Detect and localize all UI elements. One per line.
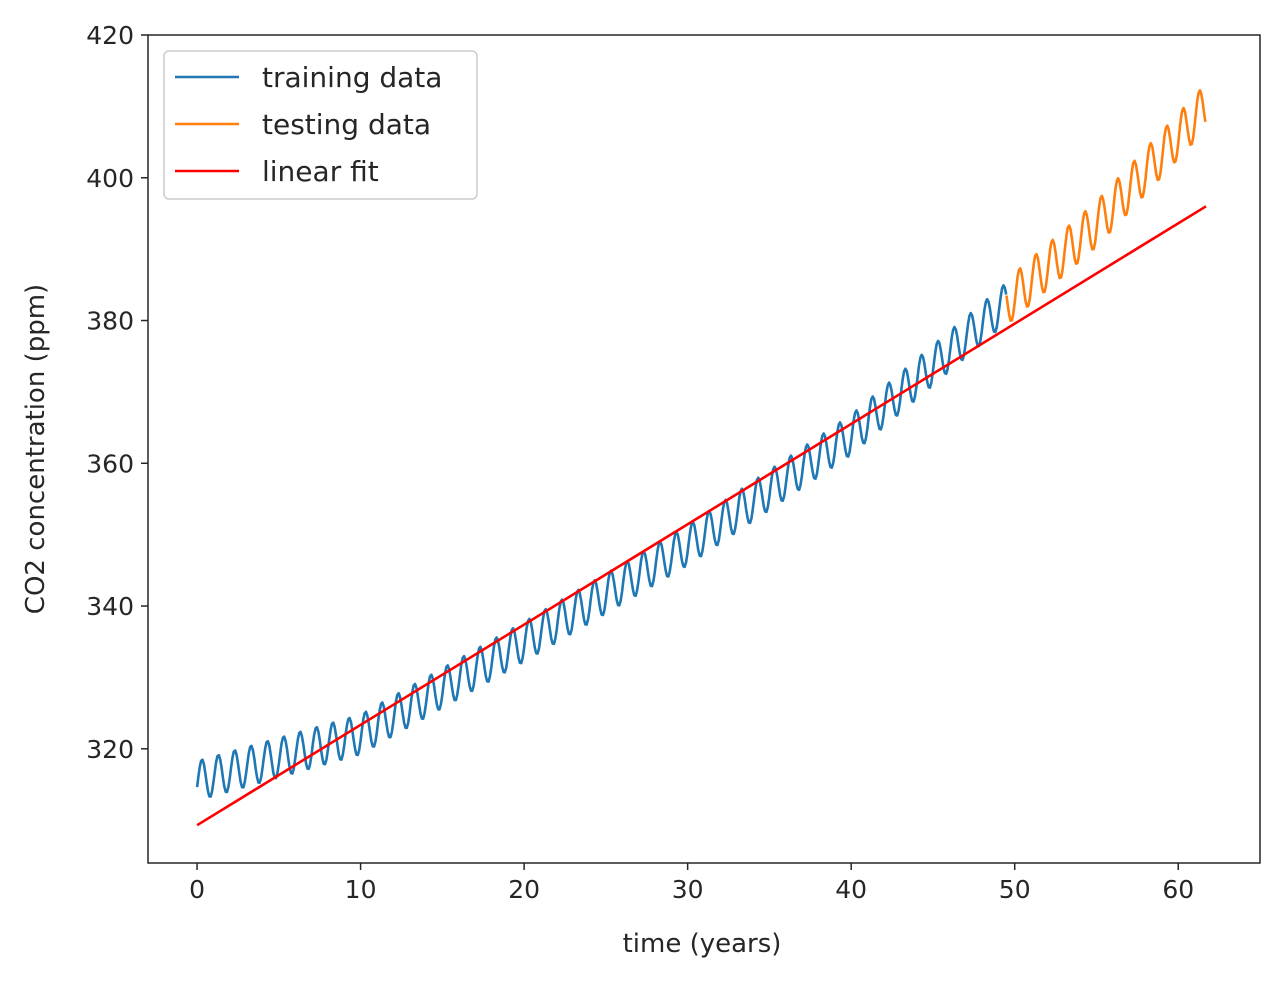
x-axis-label: time (years) — [623, 929, 782, 959]
x-tick-label: 10 — [345, 875, 377, 904]
legend-label-testing-data: testing data — [262, 108, 431, 141]
plot-frame — [147, 34, 1261, 864]
y-tick-label: 340 — [86, 592, 134, 621]
y-axis-ticks: 320 340 360 380 400 420 — [86, 21, 148, 764]
y-tick-label: 400 — [86, 164, 134, 193]
y-tick-label: 420 — [86, 21, 134, 50]
x-tick-label: 30 — [672, 875, 704, 904]
legend-box — [163, 50, 478, 200]
legend-label-training-data: training data — [262, 61, 442, 94]
series-line-training-data — [195, 284, 1008, 798]
x-axis-ticks: 0 10 20 30 40 50 60 — [189, 863, 1194, 904]
x-tick-label: 50 — [999, 875, 1031, 904]
legend: training data testing data linear fit — [163, 50, 478, 200]
series-line-linear-fit — [196, 205, 1207, 827]
y-tick-label: 320 — [86, 735, 134, 764]
series-line-testing-data — [1005, 89, 1207, 323]
y-axis-label: CO2 concentration (ppm) — [21, 284, 51, 614]
plot-series-group — [195, 89, 1207, 827]
y-tick-label: 380 — [86, 307, 134, 336]
x-tick-label: 0 — [189, 875, 205, 904]
x-tick-label: 20 — [508, 875, 540, 904]
x-tick-label: 60 — [1162, 875, 1194, 904]
legend-label-linear-fit: linear fit — [262, 155, 379, 188]
x-tick-label: 40 — [835, 875, 867, 904]
y-tick-label: 360 — [86, 449, 134, 478]
